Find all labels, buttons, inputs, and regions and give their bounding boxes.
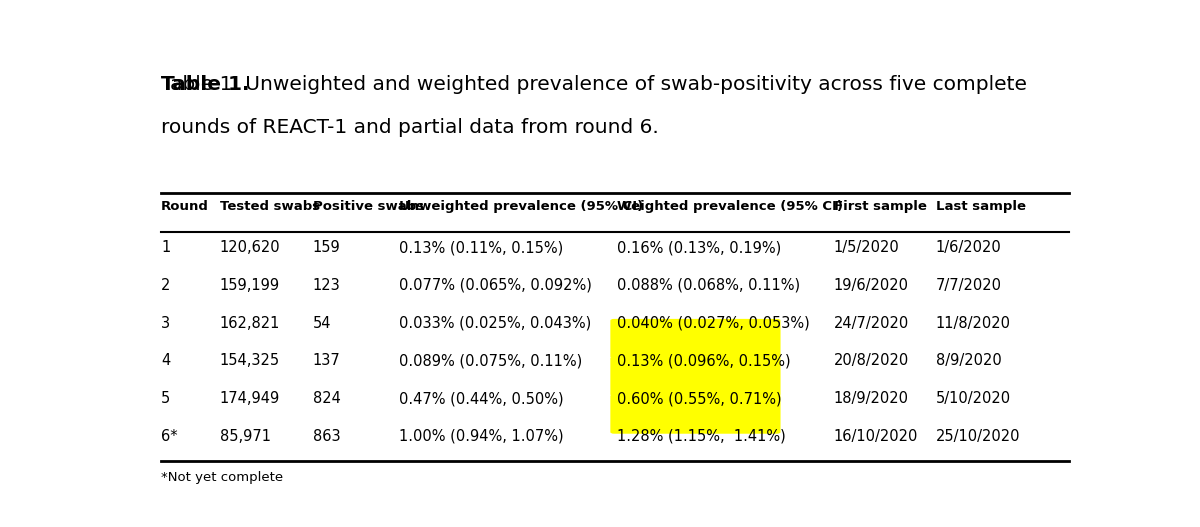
Text: 863: 863 <box>313 429 341 444</box>
Text: 7/7/2020: 7/7/2020 <box>936 278 1002 293</box>
Text: 120,620: 120,620 <box>220 240 281 255</box>
Text: 4: 4 <box>161 354 170 368</box>
Text: 0.13% (0.096%, 0.15%): 0.13% (0.096%, 0.15%) <box>617 354 791 368</box>
Text: 11/8/2020: 11/8/2020 <box>936 316 1010 330</box>
Text: 3: 3 <box>161 316 170 330</box>
Text: 0.088% (0.068%, 0.11%): 0.088% (0.068%, 0.11%) <box>617 278 800 293</box>
Text: 0.13% (0.11%, 0.15%): 0.13% (0.11%, 0.15%) <box>400 240 564 255</box>
Text: 162,821: 162,821 <box>220 316 280 330</box>
Text: Last sample: Last sample <box>936 200 1026 213</box>
Text: 159: 159 <box>313 240 341 255</box>
Text: 24/7/2020: 24/7/2020 <box>834 316 908 330</box>
Text: 1/5/2020: 1/5/2020 <box>834 240 899 255</box>
Text: rounds of REACT-1 and partial data from round 6.: rounds of REACT-1 and partial data from … <box>161 118 659 137</box>
FancyBboxPatch shape <box>611 394 780 434</box>
Text: 0.16% (0.13%, 0.19%): 0.16% (0.13%, 0.19%) <box>617 240 781 255</box>
Text: 0.033% (0.025%, 0.043%): 0.033% (0.025%, 0.043%) <box>400 316 592 330</box>
Text: 159,199: 159,199 <box>220 278 280 293</box>
Text: *Not yet complete: *Not yet complete <box>161 472 283 484</box>
Text: 20/8/2020: 20/8/2020 <box>834 354 908 368</box>
Text: 0.47% (0.44%, 0.50%): 0.47% (0.44%, 0.50%) <box>400 391 564 406</box>
Text: 18/9/2020: 18/9/2020 <box>834 391 908 406</box>
Text: 1: 1 <box>161 240 170 255</box>
FancyBboxPatch shape <box>611 357 780 396</box>
Text: Table 1.: Table 1. <box>161 75 250 94</box>
Text: 25/10/2020: 25/10/2020 <box>936 429 1020 444</box>
Text: 0.60% (0.55%, 0.71%): 0.60% (0.55%, 0.71%) <box>617 391 781 406</box>
Text: 0.040% (0.027%, 0.053%): 0.040% (0.027%, 0.053%) <box>617 316 810 330</box>
Text: 824: 824 <box>313 391 341 406</box>
Text: 174,949: 174,949 <box>220 391 280 406</box>
Text: 85,971: 85,971 <box>220 429 271 444</box>
FancyBboxPatch shape <box>611 319 780 358</box>
Text: Table 1. Unweighted and weighted prevalence of swab-positivity across five compl: Table 1. Unweighted and weighted prevale… <box>161 75 1027 94</box>
Text: 1.28% (1.15%,  1.41%): 1.28% (1.15%, 1.41%) <box>617 429 786 444</box>
Text: Tested swabs: Tested swabs <box>220 200 320 213</box>
Text: 123: 123 <box>313 278 341 293</box>
Text: 19/6/2020: 19/6/2020 <box>834 278 908 293</box>
Text: 0.089% (0.075%, 0.11%): 0.089% (0.075%, 0.11%) <box>400 354 582 368</box>
Text: 8/9/2020: 8/9/2020 <box>936 354 1002 368</box>
Text: 1/6/2020: 1/6/2020 <box>936 240 1002 255</box>
Text: Weighted prevalence (95% CI): Weighted prevalence (95% CI) <box>617 200 842 213</box>
Text: Round: Round <box>161 200 209 213</box>
Text: Positive swabs: Positive swabs <box>313 200 424 213</box>
Text: 0.077% (0.065%, 0.092%): 0.077% (0.065%, 0.092%) <box>400 278 592 293</box>
Text: 2: 2 <box>161 278 170 293</box>
Text: 5: 5 <box>161 391 170 406</box>
Text: Unweighted prevalence (95% CI): Unweighted prevalence (95% CI) <box>400 200 643 213</box>
Text: 137: 137 <box>313 354 341 368</box>
Text: 5/10/2020: 5/10/2020 <box>936 391 1010 406</box>
Text: 54: 54 <box>313 316 331 330</box>
Text: 6*: 6* <box>161 429 178 444</box>
Text: First sample: First sample <box>834 200 926 213</box>
Text: 1.00% (0.94%, 1.07%): 1.00% (0.94%, 1.07%) <box>400 429 564 444</box>
Text: 16/10/2020: 16/10/2020 <box>834 429 918 444</box>
Text: 154,325: 154,325 <box>220 354 280 368</box>
